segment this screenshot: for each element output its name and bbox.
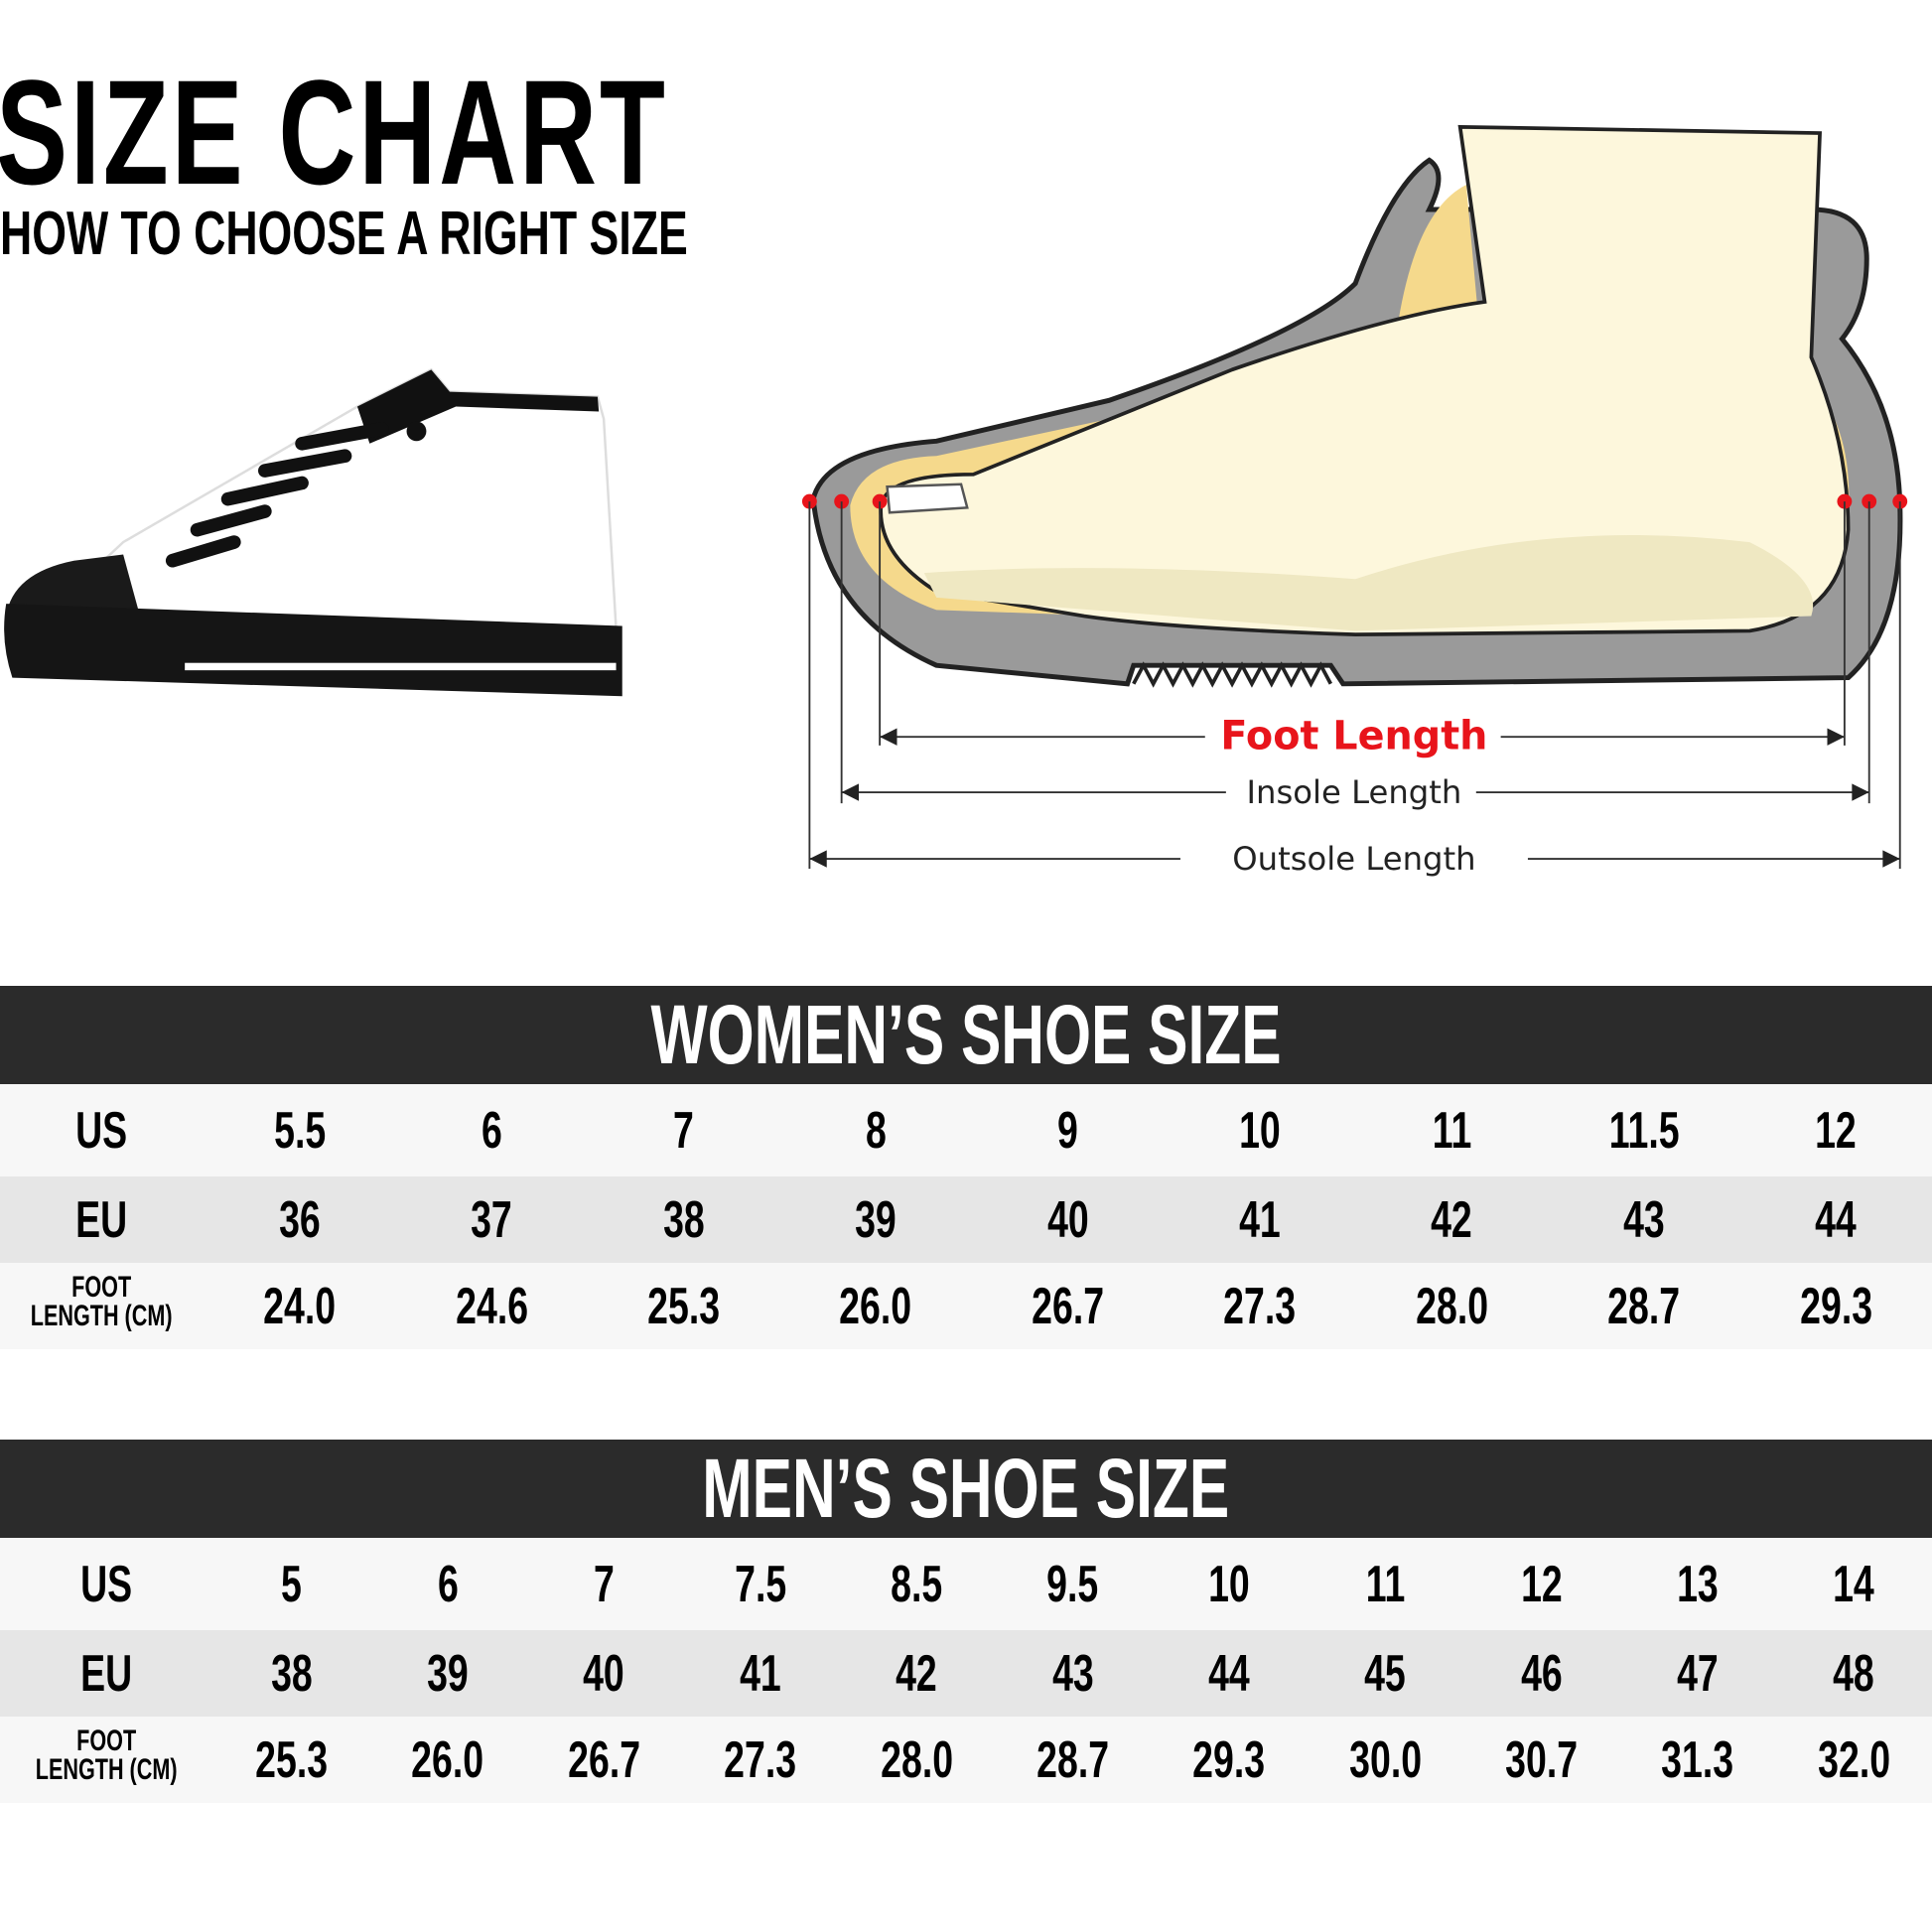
table-cell: 41 <box>1239 1190 1281 1249</box>
table-cell: 10 <box>1208 1555 1250 1613</box>
row-label: EU <box>80 1644 133 1703</box>
table-cell: 25.3 <box>255 1730 329 1789</box>
table-cell: 25.3 <box>647 1277 721 1335</box>
page-subtitle: HOW TO CHOOSE A RIGHT SIZE <box>0 200 688 268</box>
table-cell: 10 <box>1239 1101 1281 1160</box>
women-table-title: WOMEN’S SHOE SIZE <box>650 988 1282 1081</box>
table-cell: 36 <box>278 1190 321 1249</box>
table-cell: 14 <box>1833 1555 1875 1613</box>
row-label: US <box>75 1101 128 1160</box>
table-cell: 44 <box>1208 1644 1250 1703</box>
table-cell: 7 <box>673 1101 694 1160</box>
table-cell: 28.7 <box>1036 1730 1109 1789</box>
table-cell: 24.0 <box>263 1277 337 1335</box>
table-cell: 5.5 <box>273 1101 326 1160</box>
label-line: LENGTH (CM) <box>36 1752 178 1786</box>
row-label: FOOT LENGTH (CM) <box>0 1271 204 1338</box>
row-label: EU <box>75 1190 128 1249</box>
table-cell: 45 <box>1364 1644 1407 1703</box>
row-label: US <box>80 1555 133 1613</box>
table-cell: 30.0 <box>1348 1730 1422 1789</box>
table-cell: 38 <box>270 1644 313 1703</box>
women-size-table: WOMEN’S SHOE SIZE US 5.5 6 7 8 9 10 11 11.5 12 EU 36… <box>0 986 1932 1349</box>
table-cell: 39 <box>855 1190 897 1249</box>
row-label: FOOT LENGTH (CM) <box>0 1725 213 1792</box>
men-row-eu: EU 38 39 40 41 42 43 44 45 46 47 48 <box>0 1630 1932 1717</box>
foot-length-label: Foot Length <box>1220 714 1487 759</box>
table-cell: 9 <box>1057 1101 1078 1160</box>
women-row-cm: FOOT LENGTH (CM) 24.0 24.6 25.3 26.0 26.7 27.3 2… <box>0 1263 1932 1349</box>
table-cell: 44 <box>1815 1190 1858 1249</box>
insole-length-label: Insole Length <box>1247 773 1462 811</box>
table-cell: 41 <box>739 1644 781 1703</box>
table-cell: 29.3 <box>1192 1730 1266 1789</box>
table-cell: 24.6 <box>455 1277 528 1335</box>
table-cell: 7.5 <box>734 1555 786 1613</box>
table-cell: 7 <box>593 1555 615 1613</box>
table-cell: 29.3 <box>1799 1277 1872 1335</box>
men-table-title: MEN’S SHOE SIZE <box>702 1442 1230 1535</box>
table-cell: 6 <box>437 1555 459 1613</box>
table-cell: 48 <box>1833 1644 1875 1703</box>
men-size-table: MEN’S SHOE SIZE US 5 6 7 7.5 8.5 9.5 10 11 12 13 14 E… <box>0 1440 1932 1803</box>
table-cell: 11 <box>1432 1101 1472 1160</box>
women-row-us: US 5.5 6 7 8 9 10 11 11.5 12 <box>0 1084 1932 1176</box>
table-cell: 27.3 <box>724 1730 797 1789</box>
table-cell: 26.0 <box>839 1277 912 1335</box>
label-line: FOOT <box>71 1271 132 1305</box>
table-cell: 26.0 <box>411 1730 484 1789</box>
women-table-header: WOMEN’S SHOE SIZE <box>0 986 1932 1084</box>
label-line: FOOT <box>76 1725 137 1758</box>
table-cell: 28.7 <box>1607 1277 1681 1335</box>
table-cell: 28.0 <box>1415 1277 1488 1335</box>
page-title: SIZE CHART <box>0 49 668 215</box>
table-cell: 5 <box>281 1555 303 1613</box>
table-cell: 12 <box>1520 1555 1563 1613</box>
table-cell: 31.3 <box>1661 1730 1734 1789</box>
table-cell: 28.0 <box>880 1730 953 1789</box>
table-cell: 40 <box>1046 1190 1089 1249</box>
table-cell: 43 <box>1051 1644 1094 1703</box>
men-row-us: US 5 6 7 7.5 8.5 9.5 10 11 12 13 14 <box>0 1538 1932 1630</box>
table-cell: 43 <box>1622 1190 1665 1249</box>
table-cell: 32.0 <box>1817 1730 1890 1789</box>
label-line: LENGTH (CM) <box>31 1299 173 1332</box>
table-cell: 8 <box>865 1101 887 1160</box>
table-cell: 47 <box>1677 1644 1719 1703</box>
table-cell: 40 <box>583 1644 625 1703</box>
table-cell: 9.5 <box>1046 1555 1099 1613</box>
men-table-header: MEN’S SHOE SIZE <box>0 1440 1932 1538</box>
foot-diagram: Foot Length Insole Length Outsole Length <box>801 124 1908 878</box>
table-cell: 46 <box>1520 1644 1563 1703</box>
table-cell: 42 <box>896 1644 937 1703</box>
table-cell: 13 <box>1677 1555 1719 1613</box>
table-cell: 6 <box>481 1101 502 1160</box>
sneaker-image <box>4 367 622 697</box>
table-cell: 30.7 <box>1505 1730 1578 1789</box>
table-cell: 27.3 <box>1223 1277 1297 1335</box>
table-cell: 11.5 <box>1608 1101 1680 1160</box>
table-cell: 39 <box>427 1644 469 1703</box>
table-cell: 26.7 <box>567 1730 640 1789</box>
table-cell: 12 <box>1815 1101 1858 1160</box>
outsole-length-label: Outsole Length <box>1232 840 1475 878</box>
table-cell: 38 <box>662 1190 705 1249</box>
men-row-cm: FOOT LENGTH (CM) 25.3 26.0 26.7 27.3 28.0 28.7 2… <box>0 1717 1932 1803</box>
table-cell: 26.7 <box>1032 1277 1104 1335</box>
table-cell: 42 <box>1431 1190 1473 1249</box>
table-cell: 37 <box>471 1190 512 1249</box>
table-cell: 11 <box>1365 1555 1405 1613</box>
women-row-eu: EU 36 37 38 39 40 41 42 43 44 <box>0 1176 1932 1263</box>
table-cell: 8.5 <box>891 1555 943 1613</box>
